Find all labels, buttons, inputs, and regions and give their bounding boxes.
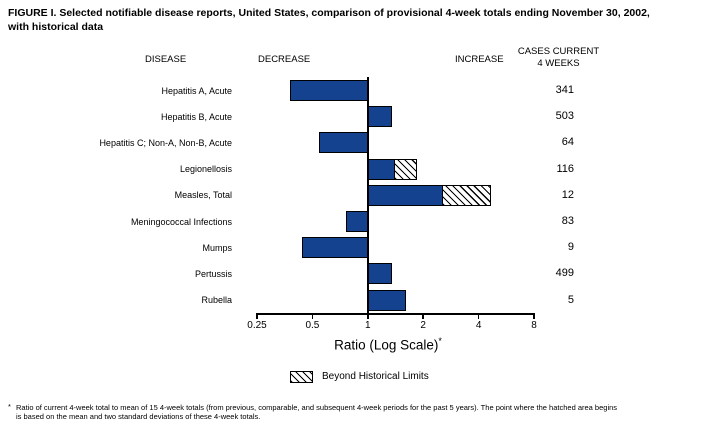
- axis-tick-label: 1: [365, 320, 371, 331]
- axis-tick: [422, 313, 424, 319]
- disease-column-header: DISEASE: [145, 54, 187, 65]
- axis-tick: [367, 313, 369, 319]
- disease-label: Meningococcal Infections: [130, 216, 232, 227]
- beyond-limit-bar: [394, 158, 417, 180]
- axis-tick-label: 4: [475, 320, 482, 331]
- ratio-bar: [318, 132, 368, 154]
- decrease-column-header: DECREASE: [258, 54, 311, 65]
- ratio-bar: [367, 184, 443, 206]
- disease-label: Measles, Total: [174, 190, 232, 201]
- ratio-bar: [345, 211, 368, 232]
- ratio-bar: [367, 158, 395, 180]
- disease-label: Hepatitis A, Acute: [161, 85, 232, 96]
- axis-tick: [311, 313, 314, 319]
- legend-label: Beyond Historical Limits: [322, 371, 429, 382]
- cases-value: 64: [561, 136, 574, 149]
- axis-tick: [533, 313, 535, 319]
- ratio-bar: [367, 106, 392, 128]
- cases-value: 116: [556, 162, 574, 175]
- footnote-line2: is based on the mean and two standard de…: [16, 412, 261, 422]
- cases-value: 5: [567, 293, 574, 306]
- axis-label-footnote-marker: *: [438, 336, 442, 346]
- baseline-ratio-1-line: [367, 77, 369, 314]
- axis-tick-label: 2: [420, 320, 426, 331]
- cases-value: 9: [567, 241, 574, 254]
- axis-tick-label: 0.25: [247, 320, 267, 331]
- cases-value: 12: [561, 188, 574, 201]
- x-axis-label: Ratio (Log Scale)*: [293, 336, 483, 353]
- figure-title-line2: with historical data: [8, 21, 104, 33]
- footnote-marker: *: [8, 402, 11, 411]
- figure-title-line1: FIGURE I. Selected notifiable disease re…: [8, 7, 650, 19]
- cases-column-header: CASES CURRENT 4 WEEKS: [508, 46, 609, 69]
- axis-tick-label: 0.5: [305, 320, 320, 331]
- ratio-bar: [290, 80, 368, 101]
- footnote: Ratio of current 4-week total to mean of…: [16, 403, 698, 422]
- cases-column-header-line2: 4 WEEKS: [537, 57, 580, 69]
- footnote-line1: Ratio of current 4-week total to mean of…: [16, 403, 618, 412]
- cases-value: 499: [555, 267, 574, 280]
- cases-value: 503: [555, 110, 574, 123]
- figure-title: FIGURE I. Selected notifiable disease re…: [8, 6, 650, 34]
- disease-label: Mumps: [202, 242, 232, 253]
- x-axis-line: [256, 313, 535, 315]
- increase-column-header: INCREASE: [455, 54, 504, 65]
- disease-label: Legionellosis: [179, 164, 232, 175]
- ratio-bar: [302, 237, 368, 259]
- cases-value: 341: [555, 84, 574, 96]
- cases-column-header-line1: CASES CURRENT: [517, 46, 600, 57]
- ratio-bar: [367, 263, 392, 285]
- disease-label: Rubella: [201, 295, 232, 306]
- beyond-limit-bar: [442, 184, 492, 206]
- ratio-bar: [367, 289, 407, 311]
- legend-hatch-swatch: [290, 371, 313, 383]
- disease-label: Pertussis: [194, 268, 232, 279]
- axis-tick: [477, 313, 480, 319]
- disease-label: Hepatitis B, Acute: [160, 111, 232, 122]
- axis-tick: [256, 313, 258, 319]
- cases-value: 83: [561, 215, 574, 227]
- axis-tick-label: 8: [531, 320, 537, 331]
- x-axis-label-text: Ratio (Log Scale): [334, 337, 439, 353]
- disease-label: Hepatitis C; Non-A, Non-B, Acute: [99, 137, 232, 148]
